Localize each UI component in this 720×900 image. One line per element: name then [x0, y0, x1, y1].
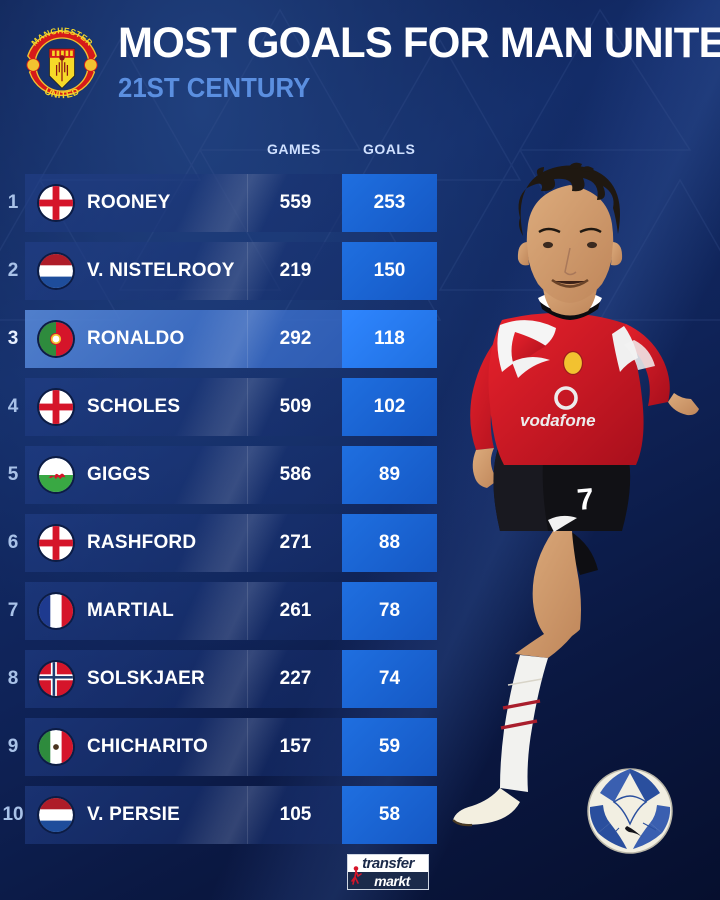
svg-text:vodafone: vodafone — [520, 411, 596, 430]
svg-text:7: 7 — [576, 483, 596, 517]
